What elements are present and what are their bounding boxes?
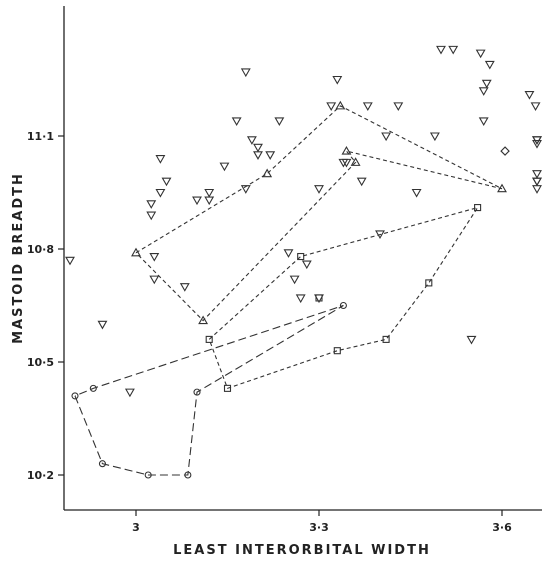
- triangle-down-point: [475, 49, 486, 59]
- circle-point: [98, 460, 106, 468]
- triangle-down-point: [375, 230, 385, 240]
- square-point: [205, 335, 213, 343]
- y-tick-label: 11·1: [27, 130, 54, 143]
- triangle-down-point: [149, 275, 160, 285]
- square-point: [425, 279, 433, 287]
- y-tick-label: 10·5: [27, 356, 54, 369]
- x-tick-label: 3·6: [492, 521, 512, 534]
- x-tick-label: 3: [132, 521, 140, 534]
- triangle-down-point: [179, 283, 190, 292]
- group-outline-2: [208, 206, 479, 390]
- triangle-down-point: [429, 132, 440, 142]
- triangle-down-point: [289, 275, 300, 285]
- triangle-down-point: [478, 87, 489, 96]
- triangle-down-point: [381, 132, 392, 142]
- triangle-down-point: [149, 252, 160, 262]
- triangle-down-point: [65, 256, 75, 266]
- square-point: [333, 347, 341, 355]
- circle-point: [71, 392, 79, 400]
- axes: [63, 6, 542, 511]
- triangle-down-point: [161, 177, 172, 187]
- triangle-up-point: [131, 247, 141, 257]
- circle-point: [339, 301, 347, 310]
- triangle-down-point: [97, 320, 108, 330]
- triangle-down-point: [532, 170, 542, 179]
- triangle-down-point: [436, 45, 446, 55]
- triangle-down-point: [326, 102, 337, 111]
- triangle-down-point: [231, 117, 242, 127]
- triangle-down-point: [146, 200, 157, 209]
- diamond-point: [500, 146, 510, 156]
- triangle-down-point: [411, 188, 422, 198]
- triangle-down-point: [204, 188, 215, 198]
- x-axis-title: LEAST INTERORBITAL WIDTH: [173, 543, 431, 558]
- triangle-down-point: [204, 196, 215, 206]
- triangle-down-point: [253, 143, 263, 153]
- triangle-down-point: [530, 102, 541, 111]
- x-tick-label: 3·3: [309, 521, 329, 534]
- circle-point: [184, 471, 192, 479]
- group-outline-1: [135, 105, 503, 322]
- triangle-down-point: [484, 60, 495, 70]
- y-tick-label: 10·2: [27, 469, 54, 482]
- triangle-up-point: [341, 145, 352, 155]
- triangle-down-point: [192, 196, 202, 206]
- triangle-down-point: [295, 294, 306, 304]
- triangle-down-point: [301, 260, 312, 270]
- square-point: [382, 335, 390, 343]
- y-axis-title: MASTOID BREADTH: [11, 172, 26, 344]
- triangle-down-point: [146, 211, 157, 221]
- ticks: 3 3·3 3·6 10·2 10·5 10·8 11·1: [27, 130, 512, 534]
- triangle-down-point: [448, 45, 459, 55]
- triangle-down-point: [283, 249, 294, 258]
- triangle-down-point: [124, 388, 135, 398]
- triangle-down-point: [219, 162, 230, 172]
- circle-point: [193, 388, 201, 396]
- square-point: [474, 204, 482, 212]
- triangle-down-point: [532, 177, 542, 187]
- triangle-down-point: [274, 117, 285, 127]
- y-tick-label: 10·8: [27, 243, 54, 256]
- triangle-up-point: [262, 168, 273, 178]
- group-outline-3: [74, 304, 344, 476]
- triangle-up-point: [350, 157, 361, 166]
- group-polygons: [74, 105, 503, 476]
- triangle-down-point: [253, 151, 263, 160]
- triangle-down-point: [332, 75, 343, 85]
- triangle-down-point: [240, 185, 251, 194]
- triangle-down-point: [155, 188, 166, 198]
- triangle-down-point: [246, 136, 257, 145]
- triangle-up-point: [198, 315, 209, 325]
- triangle-down-point: [532, 185, 542, 194]
- triangle-down-point: [362, 102, 373, 111]
- circle-point: [144, 471, 152, 479]
- triangle-down-point: [341, 158, 352, 168]
- square-point: [223, 384, 232, 392]
- triangle-down-point: [466, 335, 477, 345]
- triangle-down-point: [393, 102, 404, 111]
- triangle-down-point: [314, 185, 324, 194]
- square-point: [315, 294, 323, 302]
- triangle-down-point: [478, 117, 489, 127]
- triangle-up-point: [497, 183, 507, 193]
- triangle-down-point: [155, 155, 166, 164]
- triangle-up-point: [335, 100, 346, 110]
- triangle-down-point: [532, 139, 542, 149]
- triangle-down-point: [240, 68, 251, 78]
- data-points: [65, 45, 542, 479]
- triangle-down-point: [356, 177, 367, 187]
- circle-point: [89, 384, 97, 392]
- triangle-down-point: [524, 91, 535, 100]
- triangle-down-point: [481, 79, 492, 89]
- triangle-down-point: [265, 151, 276, 160]
- square-point: [297, 252, 305, 261]
